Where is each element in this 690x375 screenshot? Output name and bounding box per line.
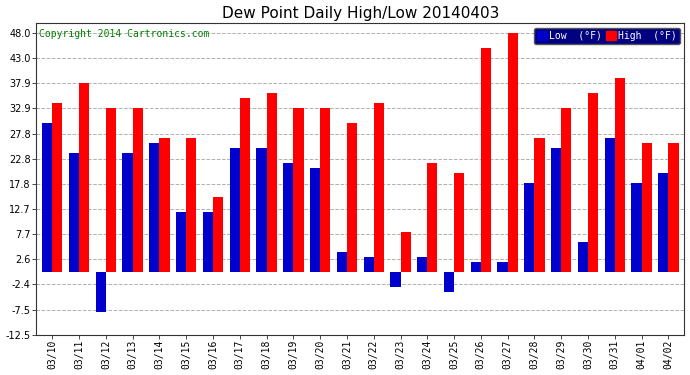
Bar — [96, 272, 106, 312]
Bar — [79, 83, 89, 272]
Bar — [454, 172, 464, 272]
Bar — [391, 272, 400, 287]
Bar — [123, 153, 132, 272]
Bar — [159, 138, 170, 272]
Bar — [400, 232, 411, 272]
Bar — [337, 252, 347, 272]
Bar — [588, 93, 598, 272]
Bar — [642, 143, 652, 272]
Bar — [631, 183, 642, 272]
Bar — [374, 103, 384, 272]
Bar — [213, 198, 223, 272]
Bar — [42, 123, 52, 272]
Bar — [283, 163, 293, 272]
Bar — [535, 138, 544, 272]
Bar — [69, 153, 79, 272]
Bar — [106, 108, 116, 272]
Bar — [203, 213, 213, 272]
Bar — [524, 183, 535, 272]
Bar — [669, 143, 678, 272]
Bar — [497, 262, 508, 272]
Bar — [578, 242, 588, 272]
Bar — [481, 48, 491, 272]
Text: Copyright 2014 Cartronics.com: Copyright 2014 Cartronics.com — [39, 29, 210, 39]
Bar — [364, 257, 374, 272]
Bar — [310, 168, 320, 272]
Bar — [561, 108, 571, 272]
Bar — [266, 93, 277, 272]
Bar — [427, 163, 437, 272]
Bar — [658, 172, 669, 272]
Bar — [186, 138, 197, 272]
Bar — [347, 123, 357, 272]
Bar — [615, 78, 625, 272]
Bar — [444, 272, 454, 292]
Bar — [149, 143, 159, 272]
Bar — [257, 148, 266, 272]
Bar — [320, 108, 331, 272]
Bar — [52, 103, 63, 272]
Bar — [417, 257, 427, 272]
Bar — [508, 33, 518, 272]
Title: Dew Point Daily High/Low 20140403: Dew Point Daily High/Low 20140403 — [221, 6, 499, 21]
Bar — [230, 148, 240, 272]
Bar — [240, 98, 250, 272]
Bar — [604, 138, 615, 272]
Bar — [551, 148, 561, 272]
Bar — [176, 213, 186, 272]
Bar — [471, 262, 481, 272]
Legend: Low  (°F), High  (°F): Low (°F), High (°F) — [534, 28, 680, 44]
Bar — [293, 108, 304, 272]
Bar — [132, 108, 143, 272]
